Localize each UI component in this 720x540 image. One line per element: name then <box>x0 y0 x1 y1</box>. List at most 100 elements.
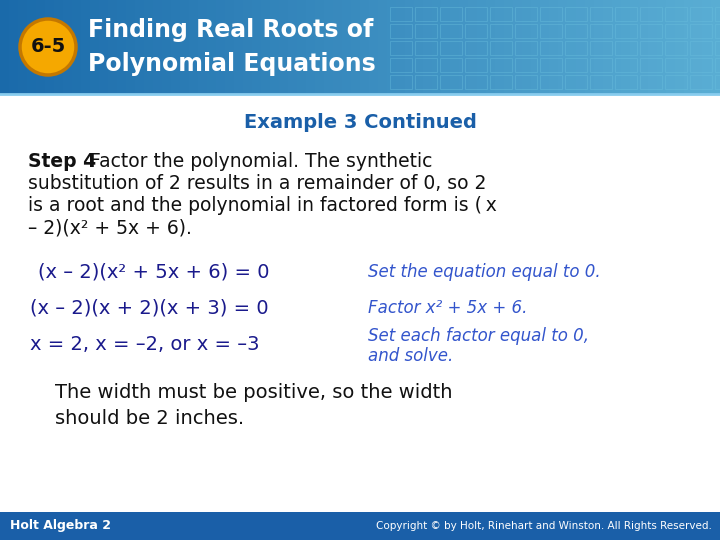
Bar <box>515 75 537 89</box>
Text: is a root and the polynomial in factored form is ( x: is a root and the polynomial in factored… <box>28 196 497 215</box>
Text: Set each factor equal to 0,: Set each factor equal to 0, <box>368 327 589 345</box>
Bar <box>243 0 252 94</box>
Bar <box>665 75 687 89</box>
Bar <box>690 41 712 55</box>
Bar <box>135 0 144 94</box>
Bar <box>565 24 587 38</box>
Bar <box>657 0 666 94</box>
Text: Example 3 Continued: Example 3 Continued <box>243 112 477 132</box>
Bar <box>440 24 462 38</box>
Bar <box>630 0 639 94</box>
Bar <box>207 0 216 94</box>
Bar <box>640 7 662 21</box>
Text: substitution of 2 results in a remainder of 0, so 2: substitution of 2 results in a remainder… <box>28 174 487 193</box>
Bar <box>513 0 522 94</box>
Bar <box>665 7 687 21</box>
Text: (x – 2)(x + 2)(x + 3) = 0: (x – 2)(x + 2)(x + 3) = 0 <box>30 299 269 318</box>
Bar <box>369 0 378 94</box>
Text: – 2)(x² + 5x + 6).: – 2)(x² + 5x + 6). <box>28 218 192 237</box>
Bar <box>648 0 657 94</box>
Text: should be 2 inches.: should be 2 inches. <box>55 408 244 428</box>
Bar <box>665 41 687 55</box>
Bar <box>390 24 412 38</box>
Bar <box>590 41 612 55</box>
Bar <box>515 41 537 55</box>
Bar <box>117 0 126 94</box>
Bar <box>540 75 562 89</box>
Bar <box>490 58 512 72</box>
Bar <box>540 58 562 72</box>
Bar <box>540 41 562 55</box>
Bar <box>465 41 487 55</box>
Bar <box>515 24 537 38</box>
Bar <box>490 7 512 21</box>
Bar <box>640 41 662 55</box>
Bar <box>715 41 720 55</box>
Bar <box>180 0 189 94</box>
Bar <box>306 0 315 94</box>
Bar <box>144 0 153 94</box>
Bar <box>387 0 396 94</box>
Bar <box>477 0 486 94</box>
Bar <box>590 24 612 38</box>
Bar <box>415 75 437 89</box>
Bar <box>90 0 99 94</box>
Bar <box>189 0 198 94</box>
Text: Factor x² + 5x + 6.: Factor x² + 5x + 6. <box>368 299 527 317</box>
Bar <box>684 0 693 94</box>
Bar <box>414 0 423 94</box>
Bar <box>440 58 462 72</box>
Bar <box>690 58 712 72</box>
Bar <box>216 0 225 94</box>
Bar <box>440 41 462 55</box>
Bar <box>18 0 27 94</box>
Bar <box>440 7 462 21</box>
Bar <box>640 58 662 72</box>
Bar <box>558 0 567 94</box>
Bar <box>621 0 630 94</box>
Bar <box>639 0 648 94</box>
Bar <box>63 0 72 94</box>
Bar <box>270 0 279 94</box>
Bar <box>0 0 9 94</box>
Bar <box>615 24 637 38</box>
Bar <box>315 0 324 94</box>
Bar <box>715 75 720 89</box>
Bar <box>612 0 621 94</box>
Bar <box>594 0 603 94</box>
Bar <box>390 41 412 55</box>
Bar <box>234 0 243 94</box>
Text: Polynomial Equations: Polynomial Equations <box>88 52 376 76</box>
Bar <box>549 0 558 94</box>
Bar <box>81 0 90 94</box>
Bar <box>702 0 711 94</box>
Bar <box>690 75 712 89</box>
Bar <box>567 0 576 94</box>
Bar <box>531 0 540 94</box>
Circle shape <box>20 19 76 75</box>
Bar <box>540 24 562 38</box>
Bar <box>615 75 637 89</box>
Bar <box>423 0 432 94</box>
Bar <box>390 58 412 72</box>
Bar <box>261 0 270 94</box>
Bar <box>465 75 487 89</box>
Text: 6-5: 6-5 <box>30 37 66 57</box>
Bar <box>590 7 612 21</box>
Text: Finding Real Roots of: Finding Real Roots of <box>88 18 374 42</box>
Bar <box>390 75 412 89</box>
Bar <box>468 0 477 94</box>
Bar <box>665 58 687 72</box>
Bar <box>565 75 587 89</box>
Bar <box>603 0 612 94</box>
Bar <box>490 24 512 38</box>
Bar <box>465 7 487 21</box>
Bar <box>45 0 54 94</box>
Bar <box>490 41 512 55</box>
Bar <box>640 24 662 38</box>
Bar <box>297 0 306 94</box>
Bar <box>441 0 450 94</box>
Text: Set the equation equal to 0.: Set the equation equal to 0. <box>368 263 600 281</box>
Bar <box>252 0 261 94</box>
Bar <box>459 0 468 94</box>
